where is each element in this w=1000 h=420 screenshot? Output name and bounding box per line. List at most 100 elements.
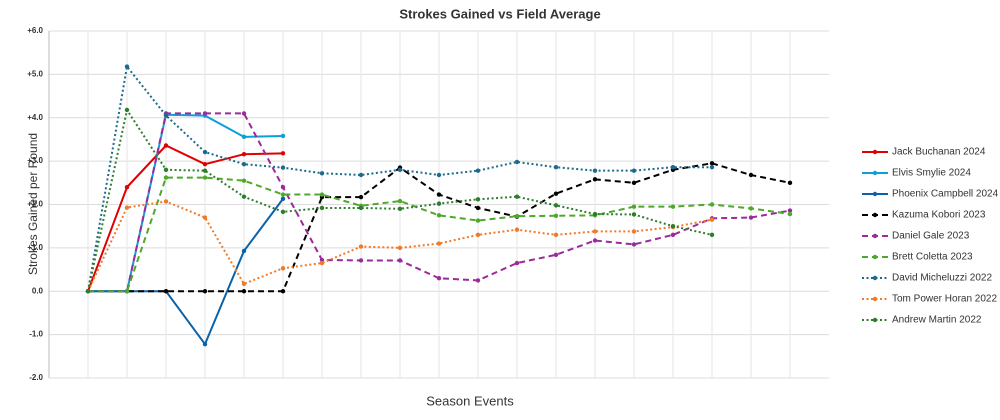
point	[787, 180, 793, 186]
legend-marker	[872, 149, 878, 155]
point	[202, 161, 208, 167]
point	[553, 191, 559, 196]
point	[670, 223, 676, 229]
point	[436, 276, 442, 281]
point	[592, 177, 598, 182]
point	[787, 208, 793, 213]
point	[709, 232, 715, 238]
point	[631, 242, 637, 247]
point	[241, 178, 247, 183]
point	[358, 205, 364, 211]
point	[358, 258, 364, 263]
legend-marker	[872, 212, 878, 218]
point	[163, 175, 169, 180]
y-tick-label: +1.0	[27, 243, 43, 252]
point	[319, 192, 325, 197]
point	[709, 217, 715, 222]
point	[280, 209, 286, 215]
point	[670, 232, 676, 238]
point	[748, 172, 754, 178]
point	[514, 194, 520, 199]
point	[553, 232, 559, 238]
y-tick-label: -2.0	[29, 373, 43, 382]
point	[631, 204, 637, 209]
point	[280, 289, 286, 294]
y-tick-label: +5.0	[27, 69, 43, 78]
point	[241, 134, 247, 140]
y-tick-label: +2.0	[27, 200, 43, 209]
y-axis-label: Strokes Gained per Round	[26, 133, 40, 275]
point	[631, 212, 637, 217]
legend-label: David Micheluzzi 2022	[892, 273, 992, 284]
series-line	[87, 107, 713, 292]
point	[709, 202, 715, 207]
point	[202, 215, 208, 220]
point	[436, 192, 442, 197]
point	[124, 64, 130, 69]
point	[319, 260, 325, 266]
point	[202, 168, 208, 173]
point	[553, 213, 559, 218]
series-line	[88, 198, 284, 347]
point	[124, 289, 130, 294]
point	[163, 289, 169, 294]
legend-marker	[872, 254, 878, 260]
chart-title: Strokes Gained vs Field Average	[399, 6, 600, 21]
point	[85, 289, 91, 294]
point	[358, 244, 364, 249]
legend-marker	[872, 233, 878, 239]
point	[163, 167, 169, 172]
point	[475, 197, 481, 202]
point	[163, 199, 169, 204]
point	[280, 133, 286, 139]
point	[514, 227, 520, 232]
point	[436, 213, 442, 218]
point	[436, 241, 442, 246]
legend-label: Andrew Martin 2022	[892, 315, 982, 326]
point	[397, 245, 403, 251]
point	[124, 184, 130, 190]
point	[319, 257, 325, 263]
point	[124, 205, 130, 210]
point	[202, 149, 208, 155]
point	[592, 238, 598, 243]
legend-marker	[872, 170, 878, 176]
point	[436, 201, 442, 206]
point	[514, 159, 520, 165]
point	[397, 206, 403, 212]
legend-marker	[872, 191, 878, 197]
legend-marker	[872, 317, 878, 323]
point	[748, 206, 754, 211]
series-line	[88, 113, 284, 293]
point	[592, 168, 598, 173]
point	[280, 184, 286, 190]
legend-label: Daniel Gale 2023	[892, 231, 970, 242]
legend-marker	[872, 296, 878, 302]
point	[241, 194, 247, 199]
point	[241, 281, 247, 287]
x-axis-label: Season Events	[426, 393, 514, 408]
y-tick-label: +4.0	[27, 113, 43, 122]
point	[124, 107, 130, 113]
point	[592, 211, 598, 217]
legend-label: Phoenix Campbell 2024	[892, 189, 999, 200]
point	[241, 111, 247, 116]
point	[397, 258, 403, 263]
series-line	[87, 144, 284, 292]
y-tick-label: +6.0	[27, 26, 43, 35]
legend-label: Tom Power Horan 2022	[892, 294, 997, 305]
point	[280, 196, 286, 202]
point	[475, 205, 481, 211]
point	[163, 113, 169, 118]
point	[202, 341, 208, 347]
point	[670, 164, 676, 170]
point	[670, 204, 676, 209]
point	[358, 194, 364, 200]
y-tick-label: -1.0	[29, 330, 43, 339]
point	[631, 168, 637, 173]
point	[553, 203, 559, 208]
legend-label: Jack Buchanan 2024	[892, 147, 986, 158]
y-tick-label: +3.0	[27, 156, 43, 165]
point	[631, 229, 637, 234]
